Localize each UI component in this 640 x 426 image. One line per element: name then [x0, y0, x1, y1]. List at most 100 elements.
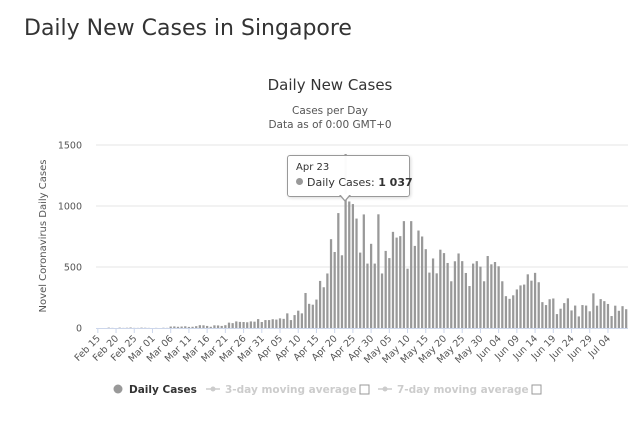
bar[interactable]: [246, 322, 249, 328]
bar[interactable]: [570, 310, 573, 328]
bar[interactable]: [523, 284, 526, 328]
bar[interactable]: [286, 313, 289, 328]
bar[interactable]: [563, 303, 566, 328]
bar[interactable]: [595, 305, 599, 328]
bar[interactable]: [249, 321, 252, 328]
bar[interactable]: [446, 262, 449, 328]
bar[interactable]: [297, 310, 300, 328]
bar[interactable]: [235, 321, 238, 328]
bar[interactable]: [617, 310, 621, 328]
bar[interactable]: [577, 316, 580, 328]
bar[interactable]: [198, 325, 201, 328]
bar[interactable]: [231, 323, 234, 328]
bar[interactable]: [282, 318, 285, 328]
bar[interactable]: [195, 326, 198, 328]
bar[interactable]: [187, 326, 191, 328]
bar[interactable]: [275, 319, 278, 328]
checkbox-3-day-icon[interactable]: [359, 384, 370, 395]
bar[interactable]: [464, 272, 467, 328]
bar[interactable]: [537, 282, 540, 328]
bar[interactable]: [482, 281, 486, 328]
bar[interactable]: [384, 250, 387, 328]
bar[interactable]: [300, 313, 304, 328]
bar[interactable]: [224, 325, 227, 328]
bar[interactable]: [388, 258, 391, 328]
bar[interactable]: [340, 255, 344, 328]
bar[interactable]: [271, 319, 274, 328]
bar[interactable]: [490, 264, 493, 328]
bar[interactable]: [519, 285, 522, 328]
bar[interactable]: [417, 230, 420, 328]
bar[interactable]: [227, 322, 231, 328]
bar[interactable]: [337, 213, 340, 328]
bar[interactable]: [574, 305, 577, 328]
bar[interactable]: [439, 249, 442, 328]
bar[interactable]: [373, 263, 376, 328]
bar[interactable]: [431, 258, 435, 328]
bar[interactable]: [253, 321, 256, 328]
bar[interactable]: [348, 201, 351, 328]
bar[interactable]: [552, 298, 555, 328]
bar[interactable]: [202, 325, 205, 328]
bars[interactable]: [107, 154, 628, 328]
bar[interactable]: [406, 268, 409, 328]
legend-item-7-day-moving-average[interactable]: 7-day moving average: [378, 384, 542, 396]
bar[interactable]: [479, 266, 482, 328]
bar[interactable]: [351, 204, 355, 328]
bar[interactable]: [293, 315, 296, 328]
bar[interactable]: [209, 326, 212, 328]
bar[interactable]: [610, 316, 613, 328]
bar[interactable]: [238, 321, 242, 328]
bar[interactable]: [399, 236, 402, 328]
bar[interactable]: [315, 299, 318, 328]
bar[interactable]: [322, 287, 325, 328]
bar[interactable]: [410, 221, 413, 328]
bar[interactable]: [402, 221, 406, 328]
bar[interactable]: [176, 326, 180, 328]
bar[interactable]: [497, 266, 500, 328]
bar[interactable]: [173, 326, 176, 328]
bar[interactable]: [548, 299, 551, 328]
bar[interactable]: [530, 280, 533, 328]
bar[interactable]: [584, 305, 588, 328]
bar[interactable]: [621, 306, 624, 328]
bar[interactable]: [592, 293, 595, 328]
bar[interactable]: [355, 218, 358, 328]
bar[interactable]: [333, 251, 336, 328]
bar[interactable]: [318, 280, 322, 328]
bar[interactable]: [486, 256, 489, 328]
checkbox-7-day-icon[interactable]: [531, 384, 542, 395]
bar[interactable]: [428, 272, 431, 328]
bar[interactable]: [257, 319, 260, 328]
bar[interactable]: [413, 245, 416, 328]
bar[interactable]: [541, 302, 544, 328]
bar[interactable]: [289, 320, 293, 328]
bar[interactable]: [504, 296, 508, 328]
bar[interactable]: [533, 272, 537, 328]
bar[interactable]: [508, 298, 511, 328]
bar[interactable]: [468, 286, 471, 328]
bar[interactable]: [242, 322, 245, 328]
bar[interactable]: [457, 253, 460, 328]
bar[interactable]: [391, 231, 395, 328]
bar[interactable]: [588, 311, 591, 328]
legend-item-daily-cases[interactable]: Daily Cases: [113, 384, 197, 396]
bar[interactable]: [501, 281, 504, 328]
bar[interactable]: [475, 261, 478, 328]
bar[interactable]: [260, 322, 263, 328]
bar[interactable]: [515, 289, 518, 328]
bar[interactable]: [184, 326, 187, 328]
bar[interactable]: [329, 239, 333, 328]
bar[interactable]: [191, 326, 194, 328]
bar[interactable]: [216, 325, 220, 328]
legend-item-3-day-moving-average[interactable]: 3-day moving average: [206, 384, 370, 396]
bar[interactable]: [614, 305, 617, 328]
bar[interactable]: [625, 309, 628, 328]
bar[interactable]: [206, 325, 209, 328]
bar[interactable]: [450, 281, 453, 328]
bar[interactable]: [359, 252, 362, 328]
bar[interactable]: [308, 303, 311, 328]
bar[interactable]: [213, 325, 216, 328]
bar[interactable]: [603, 301, 606, 328]
bar[interactable]: [395, 237, 398, 328]
